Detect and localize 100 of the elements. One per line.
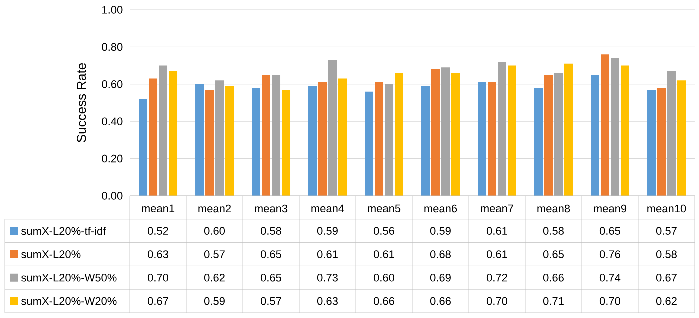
- bar: [610, 58, 620, 196]
- bar: [206, 90, 214, 196]
- bar: [544, 75, 553, 196]
- bar: [554, 73, 563, 196]
- bar: [365, 92, 374, 196]
- data-label: 0.59: [317, 227, 338, 235]
- bar: [564, 64, 573, 196]
- data-label: 0.60: [204, 227, 226, 235]
- data-label: 0.69: [430, 274, 451, 282]
- y-tick-label: 0.40: [102, 118, 123, 126]
- bar: [621, 66, 630, 196]
- y-tick-label: 1.00: [102, 6, 123, 14]
- data-label: 0.56: [374, 227, 394, 235]
- x-tick-label: mean4: [312, 204, 344, 213]
- legend-label: sumX-L20%-W50%: [22, 274, 117, 282]
- data-label: 0.58: [656, 250, 677, 258]
- bar: [442, 68, 450, 196]
- data-label: 0.58: [260, 227, 282, 235]
- bar: [375, 82, 384, 196]
- x-tick-label: mean10: [648, 204, 686, 213]
- bar: [385, 84, 394, 196]
- data-label: 0.61: [317, 250, 338, 258]
- bar: [272, 75, 281, 196]
- data-label: 0.62: [204, 274, 225, 282]
- x-tick-label: mean2: [198, 204, 232, 213]
- bar: [534, 88, 543, 196]
- data-label: 0.59: [430, 227, 451, 235]
- bar: [591, 75, 600, 196]
- data-label: 0.63: [317, 297, 338, 306]
- x-tick-label: mean6: [424, 204, 458, 213]
- bar: [395, 73, 404, 196]
- bar: [422, 86, 430, 196]
- x-tick-label: mean7: [481, 204, 514, 213]
- data-label: 0.57: [260, 297, 282, 306]
- data-label: 0.61: [486, 227, 508, 235]
- data-label: 0.66: [543, 274, 564, 282]
- bar: [478, 82, 486, 196]
- bar: [647, 90, 656, 196]
- bar: [308, 86, 318, 196]
- bar: [432, 70, 440, 196]
- x-tick-label: mean3: [255, 204, 288, 213]
- data-label: 0.62: [656, 297, 677, 306]
- bar: [677, 80, 686, 196]
- data-label: 0.60: [374, 274, 395, 282]
- bar: [282, 90, 291, 196]
- data-label: 0.52: [148, 227, 168, 235]
- data-label: 0.76: [600, 250, 620, 258]
- bar: [262, 75, 271, 196]
- bar: [667, 71, 676, 196]
- bar: [139, 99, 148, 196]
- data-label: 0.73: [317, 274, 338, 282]
- bar: [338, 78, 348, 196]
- data-label: 0.72: [486, 274, 508, 282]
- data-label: 0.66: [374, 297, 394, 306]
- data-label: 0.61: [486, 250, 508, 258]
- bar: [318, 82, 328, 196]
- bar: [216, 80, 224, 196]
- data-label: 0.65: [543, 250, 564, 258]
- y-tick-label: 0.60: [102, 80, 123, 88]
- data-label: 0.68: [430, 250, 451, 258]
- legend-label: sumX-L20%: [22, 250, 81, 258]
- legend-label: sumX-L20%-W20%: [22, 297, 117, 306]
- x-tick-label: mean8: [538, 204, 570, 213]
- bar: [196, 84, 204, 196]
- data-label: 0.57: [204, 250, 225, 258]
- data-label: 0.67: [148, 297, 168, 306]
- data-label: 0.70: [600, 297, 621, 306]
- x-tick-label: mean9: [594, 204, 627, 213]
- legend-label: sumX-L20%-tf-idf: [22, 227, 106, 236]
- data-label: 0.70: [486, 297, 508, 306]
- y-axis-title: Success Rate: [76, 63, 86, 142]
- x-tick-label: mean5: [368, 204, 401, 213]
- bar: [159, 66, 168, 196]
- bar: [149, 78, 158, 196]
- bar: [657, 88, 666, 196]
- y-tick-label: 0.80: [102, 43, 123, 52]
- data-label: 0.74: [600, 274, 621, 282]
- data-label: 0.63: [148, 250, 168, 258]
- bar: [498, 62, 506, 196]
- bar: [488, 82, 496, 196]
- bar: [328, 60, 338, 196]
- data-label: 0.57: [656, 227, 677, 235]
- bar: [252, 88, 261, 196]
- bar: [601, 54, 610, 196]
- data-label: 0.67: [656, 274, 677, 282]
- data-label: 0.66: [430, 297, 451, 306]
- bar: [226, 86, 234, 196]
- y-tick-label: 0.20: [102, 154, 123, 163]
- data-label: 0.58: [543, 227, 564, 235]
- data-label: 0.61: [374, 250, 394, 258]
- data-label: 0.71: [543, 297, 564, 306]
- x-tick-label: mean1: [142, 204, 175, 213]
- y-tick-label: 0.00: [102, 192, 123, 200]
- bar: [169, 71, 178, 196]
- data-label: 0.65: [600, 227, 620, 235]
- data-label: 0.65: [260, 250, 282, 258]
- bar: [508, 66, 516, 196]
- data-label: 0.70: [148, 274, 169, 282]
- data-label: 0.59: [204, 297, 225, 306]
- bar: [452, 73, 460, 196]
